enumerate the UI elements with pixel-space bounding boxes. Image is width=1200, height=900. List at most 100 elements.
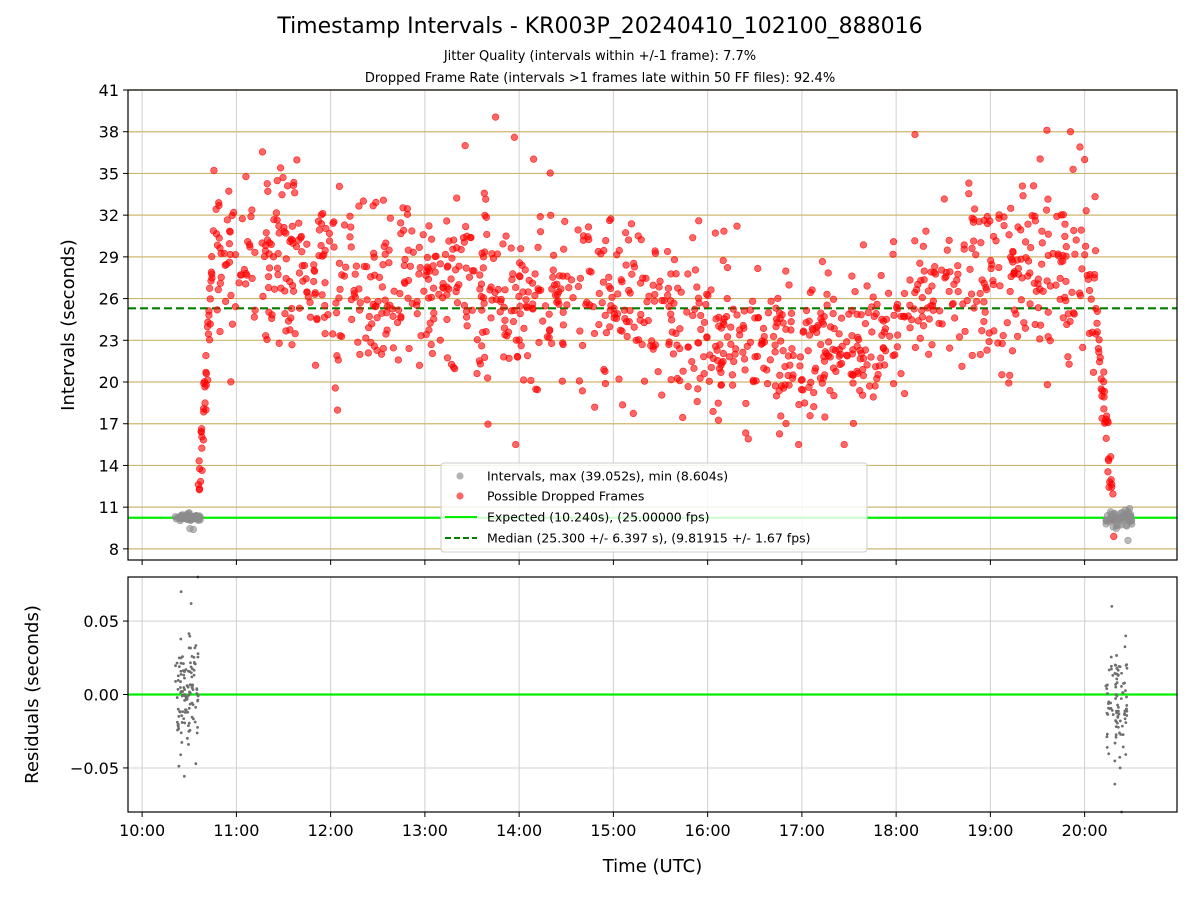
dropped-frame-point bbox=[325, 237, 334, 245]
dropped-frame-point bbox=[988, 261, 996, 269]
dropped-frame-point bbox=[295, 219, 303, 227]
dropped-frame-point bbox=[272, 209, 280, 217]
dropped-frame-point bbox=[864, 308, 872, 317]
residual-point bbox=[1110, 667, 1113, 671]
dropped-frame-point bbox=[1091, 193, 1099, 201]
residual-point bbox=[187, 706, 191, 710]
dropped-frame-point bbox=[911, 343, 920, 352]
dropped-frame-point bbox=[892, 303, 901, 311]
dropped-frame-point bbox=[1036, 335, 1044, 343]
dropped-frame-point bbox=[289, 181, 298, 190]
dropped-frame-point bbox=[1056, 274, 1064, 282]
bottom-y-tick-label: 0.05 bbox=[83, 612, 119, 631]
dropped-frame-point bbox=[1085, 286, 1094, 295]
dropped-frame-point bbox=[258, 148, 267, 156]
dropped-frame-point bbox=[1081, 251, 1089, 259]
dropped-frame-point bbox=[329, 330, 337, 338]
dropped-frame-point bbox=[274, 271, 282, 279]
dropped-frame-point bbox=[906, 324, 914, 332]
dropped-frame-point bbox=[451, 365, 459, 373]
dropped-frame-point bbox=[970, 304, 978, 312]
dropped-frame-ramp-down-point bbox=[1109, 490, 1117, 498]
residual-point bbox=[188, 683, 192, 687]
dropped-frame-point bbox=[321, 301, 329, 310]
dropped-frame-point bbox=[1008, 347, 1017, 355]
dropped-frame-point bbox=[805, 331, 814, 339]
dropped-frame-point bbox=[985, 337, 993, 346]
dropped-frame-point bbox=[998, 371, 1006, 379]
dropped-frame-point bbox=[512, 440, 520, 449]
dropped-frame-point bbox=[497, 297, 505, 306]
dropped-frame-point bbox=[383, 326, 391, 334]
dropped-frame-point bbox=[431, 268, 439, 276]
residual-point bbox=[196, 652, 200, 656]
dropped-frame-point bbox=[477, 280, 486, 288]
dropped-frame-peak-point bbox=[1076, 143, 1084, 151]
dropped-frame-point bbox=[282, 255, 290, 263]
x-tick-label: 15:00 bbox=[590, 821, 636, 840]
dropped-frame-point bbox=[264, 284, 273, 292]
dropped-frame-point bbox=[288, 222, 296, 230]
dropped-frame-point bbox=[971, 205, 979, 213]
dropped-frame-point bbox=[288, 304, 296, 313]
dropped-frame-point bbox=[781, 363, 789, 371]
dropped-frame-point bbox=[216, 327, 224, 336]
dropped-frame-point bbox=[448, 254, 456, 262]
dropped-frame-point bbox=[545, 327, 554, 335]
dropped-frame-point bbox=[532, 385, 540, 393]
residual-point bbox=[186, 669, 190, 673]
dropped-frame-point bbox=[943, 246, 951, 254]
residual-point bbox=[193, 720, 197, 724]
dropped-frame-point bbox=[288, 341, 296, 349]
dropped-frame-point bbox=[242, 280, 250, 288]
dropped-frame-point bbox=[911, 289, 919, 297]
dropped-frame-point bbox=[928, 341, 936, 349]
residual-point bbox=[1109, 664, 1113, 668]
residual-point bbox=[1118, 755, 1122, 759]
dropped-frame-point bbox=[278, 191, 286, 199]
dropped-frame-point bbox=[406, 262, 414, 270]
dropped-frame-point bbox=[226, 250, 234, 259]
dropped-frame-point bbox=[936, 307, 944, 315]
dropped-frame-peak-point bbox=[491, 113, 500, 121]
legend-marker-intervals bbox=[456, 472, 464, 480]
dropped-frame-point bbox=[1077, 226, 1085, 234]
dropped-frame-ramp-up-point bbox=[202, 406, 210, 414]
dropped-frame-point bbox=[404, 276, 413, 285]
dropped-frame-point bbox=[462, 313, 471, 321]
dropped-frame-point bbox=[916, 259, 924, 267]
residual-point bbox=[177, 656, 181, 660]
dropped-frame-point bbox=[980, 317, 988, 326]
residual-point bbox=[187, 724, 190, 728]
dropped-frame-point bbox=[795, 440, 803, 449]
dropped-frame-point bbox=[537, 286, 545, 294]
dropped-frame-point bbox=[1068, 288, 1076, 296]
dropped-frame-point bbox=[1036, 321, 1045, 329]
dropped-frame-point bbox=[1020, 319, 1028, 327]
dropped-frame-point bbox=[247, 212, 255, 221]
dropped-frame-point bbox=[413, 297, 421, 306]
dropped-frame-point bbox=[508, 275, 516, 284]
residual-point bbox=[184, 668, 188, 671]
dropped-frame-point bbox=[381, 296, 389, 304]
dropped-frame-point bbox=[772, 304, 780, 312]
dropped-frame-point bbox=[769, 332, 778, 341]
dropped-frame-point bbox=[968, 214, 976, 222]
dropped-frame-point bbox=[576, 327, 584, 335]
dropped-frame-point bbox=[689, 311, 697, 320]
dropped-frame-point bbox=[275, 339, 283, 347]
dropped-frame-point bbox=[281, 287, 289, 295]
dropped-frame-ramp-up-point bbox=[201, 399, 209, 407]
dropped-frame-point bbox=[559, 321, 567, 329]
dropped-frame-point bbox=[840, 440, 848, 449]
residual-point bbox=[189, 665, 193, 669]
dropped-frame-point bbox=[664, 291, 672, 299]
dropped-frame-point bbox=[317, 211, 325, 219]
dropped-frame-point bbox=[240, 265, 248, 274]
dropped-frame-point bbox=[1076, 291, 1085, 300]
dropped-frame-point bbox=[640, 377, 649, 385]
dropped-frame-point bbox=[251, 248, 259, 257]
top-plot-frame bbox=[127, 89, 1178, 561]
dropped-frame-point bbox=[649, 281, 657, 289]
